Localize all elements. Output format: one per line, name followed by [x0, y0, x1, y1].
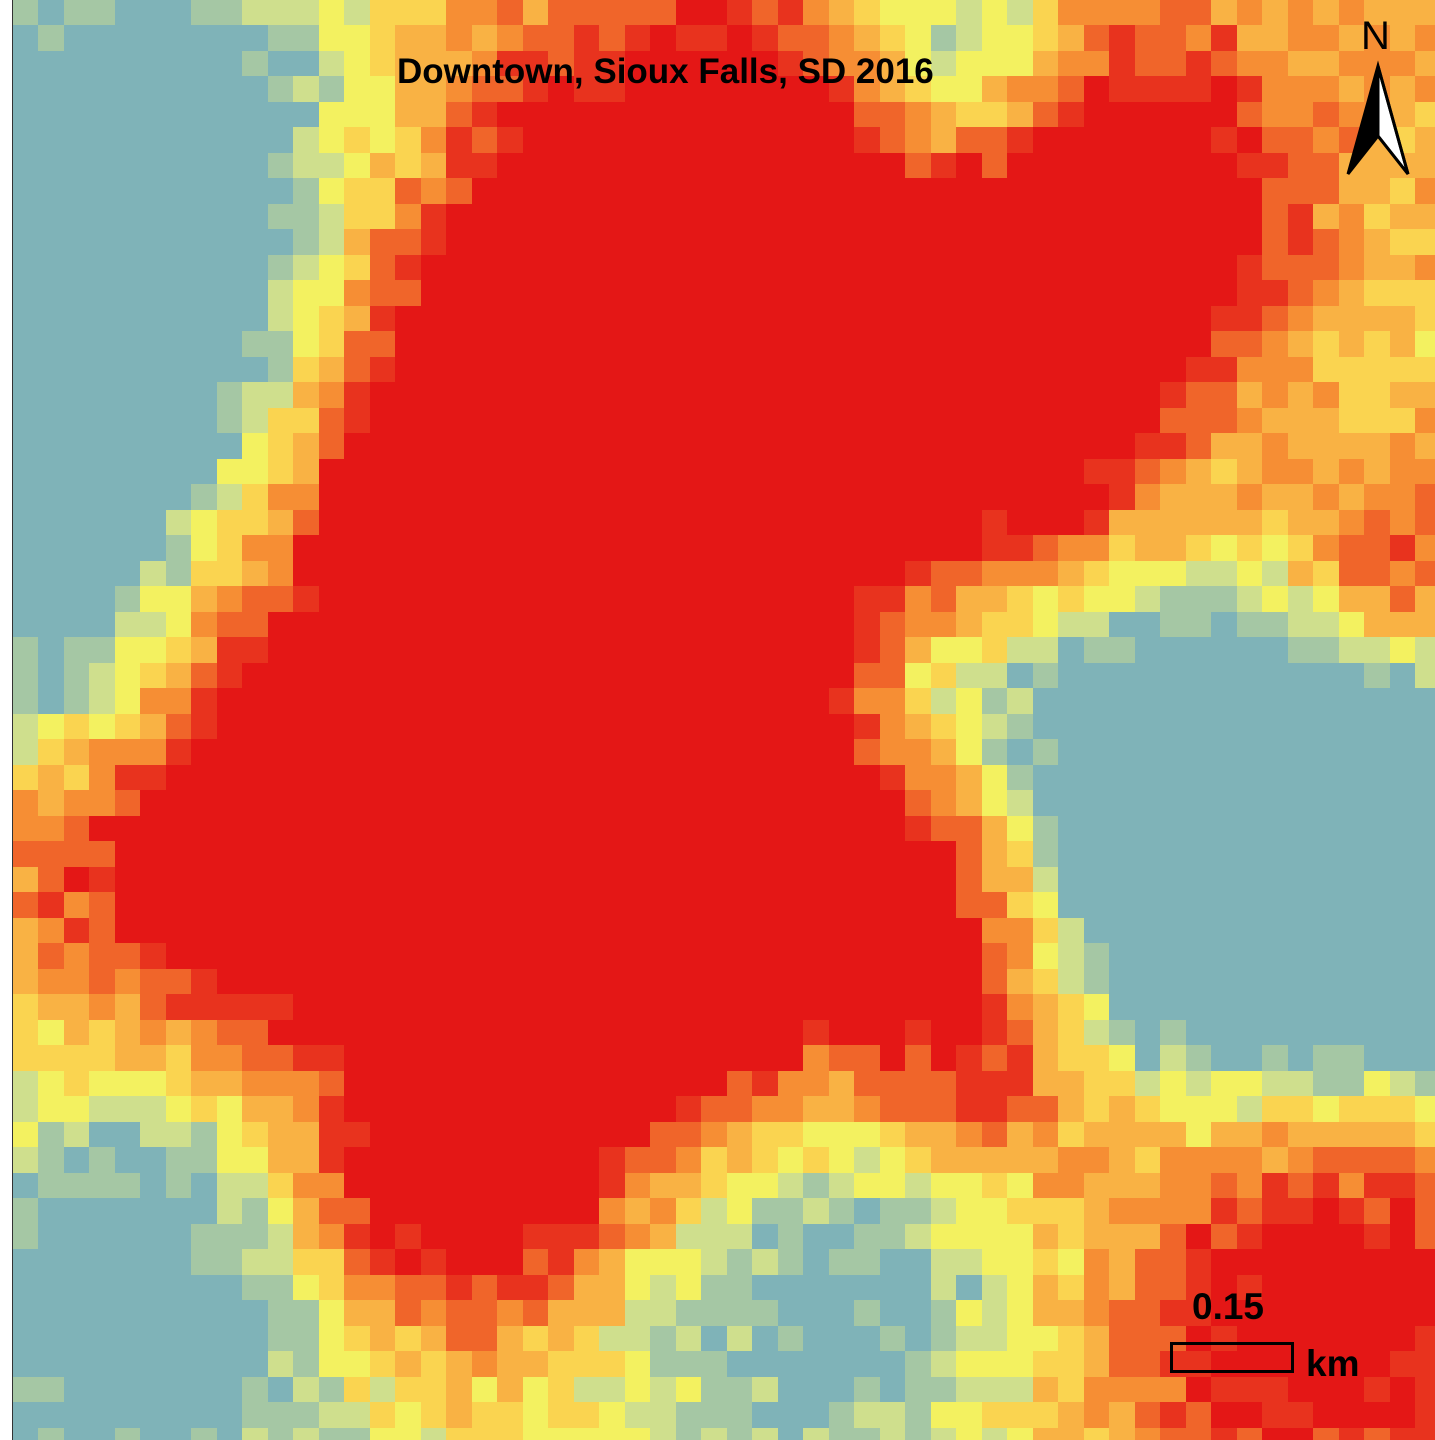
north-label: N — [1361, 14, 1390, 59]
scale-bar — [1170, 1342, 1294, 1373]
map-canvas[interactable] — [12, 0, 1435, 1440]
heat-raster — [13, 0, 1435, 1440]
map-title: Downtown, Sioux Falls, SD 2016 — [397, 52, 934, 92]
scale-bar-value: 0.15 — [1192, 1286, 1264, 1328]
scale-bar-unit: km — [1306, 1343, 1359, 1385]
